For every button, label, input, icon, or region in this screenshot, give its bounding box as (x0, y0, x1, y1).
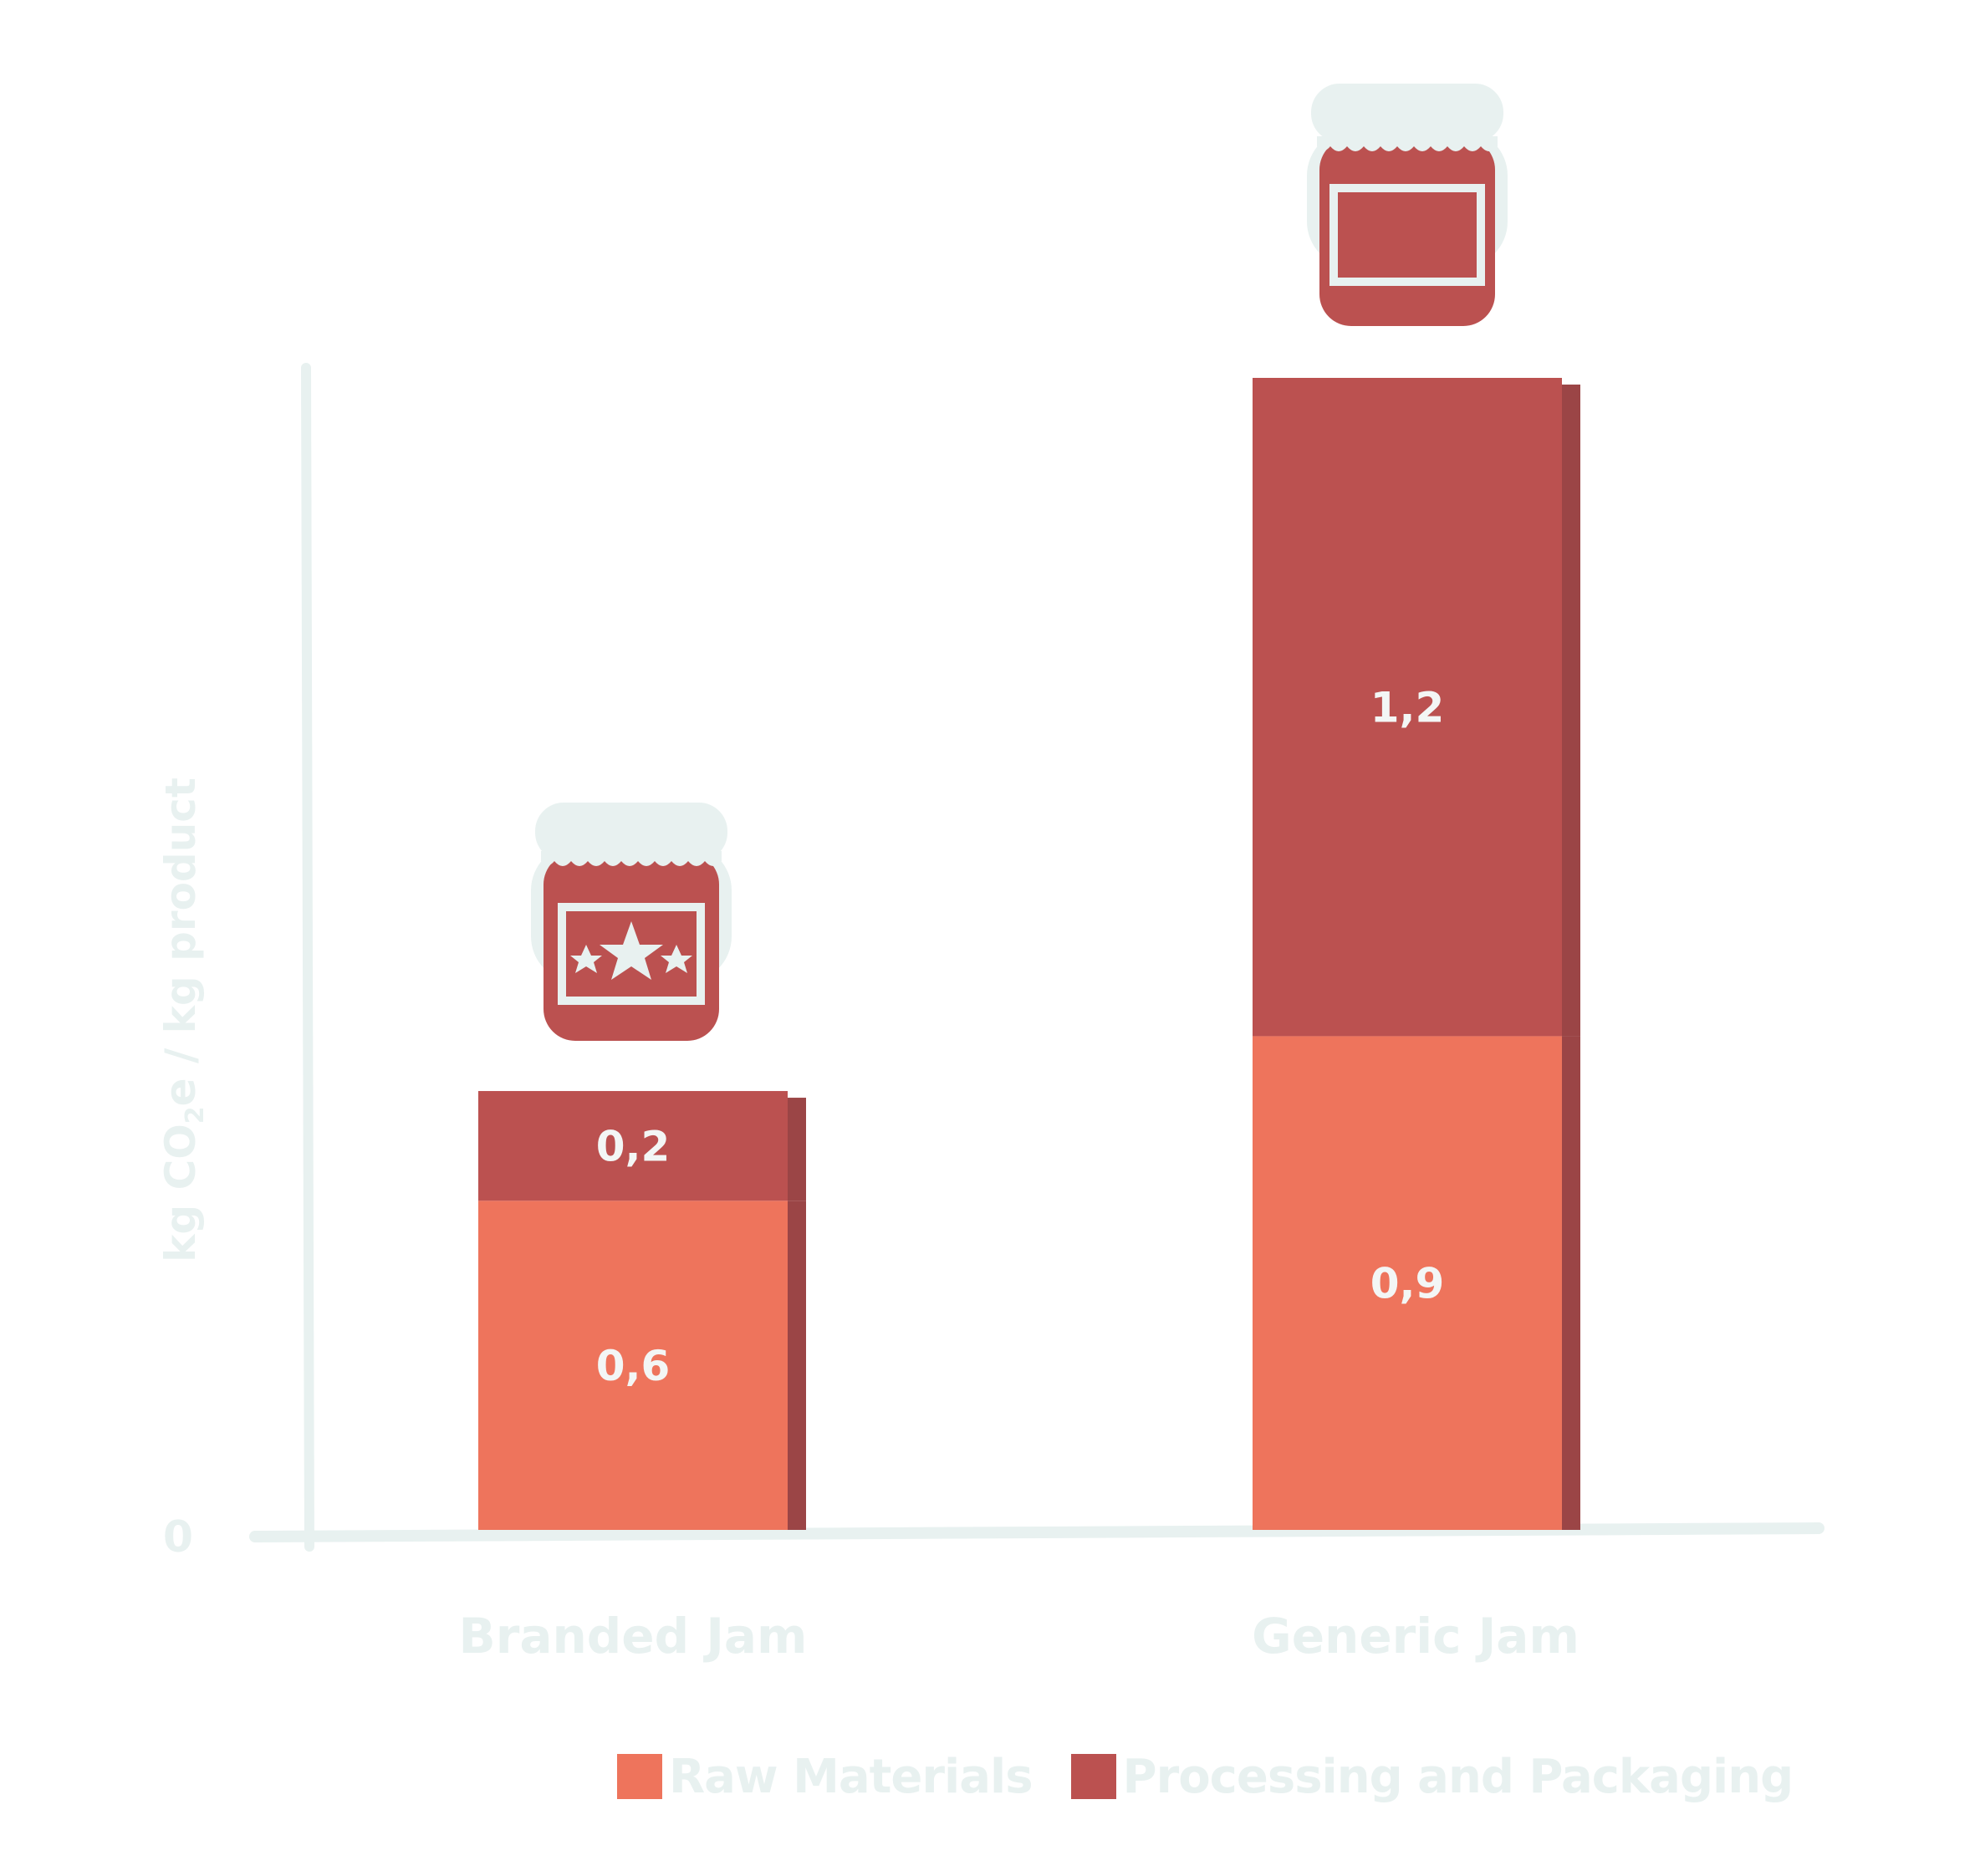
legend-swatch-raw-materials (617, 1754, 662, 1799)
data-label-branded-jam-processing-packaging: 0,2 (596, 1123, 671, 1171)
bar-side-branded-jam-raw-materials (788, 1201, 806, 1530)
bar-generic-jam-raw-materials (1253, 1036, 1562, 1530)
legend-label-processing-packaging: Processing and Packaging (1122, 1749, 1794, 1804)
jam-jar-plain-icon (1307, 84, 1508, 326)
bar-branded-jam-raw-materials (478, 1201, 788, 1530)
legend: Raw Materials Processing and Packaging (617, 1747, 1831, 1806)
legend-swatch-processing-packaging (1070, 1754, 1116, 1799)
bar-side-branded-jam-processing-packaging (788, 1098, 806, 1201)
x-tick-branded-jam: Branded Jam (459, 1608, 808, 1664)
x-tick-generic-jam: Generic Jam (1252, 1608, 1579, 1664)
legend-label-raw-materials: Raw Materials (669, 1749, 1033, 1804)
y-axis-label: kg CO2e / kg product (156, 777, 210, 1262)
bar-side-generic-jam-processing-packaging (1562, 385, 1580, 1037)
bar-side-generic-jam-raw-materials (1562, 1036, 1580, 1530)
legend-item-raw-materials: Raw Materials (617, 1750, 1033, 1804)
y-axis-line (301, 363, 314, 1552)
bar-generic-jam-processing-packaging (1253, 378, 1562, 1037)
data-label-branded-jam-raw-materials: 0,6 (596, 1342, 671, 1390)
y-tick-zero: 0 (163, 1512, 193, 1562)
data-label-generic-jam-processing-packaging: 1,2 (1370, 684, 1445, 732)
legend-item-processing-packaging: Processing and Packaging (1070, 1749, 1794, 1804)
bars-group: 0,6 0,2 0,9 1,2 (478, 378, 1580, 1530)
jam-jar-with-stars-icon (531, 803, 732, 1041)
bar-branded-jam-processing-packaging (478, 1091, 788, 1201)
data-label-generic-jam-raw-materials: 0,9 (1370, 1260, 1445, 1308)
